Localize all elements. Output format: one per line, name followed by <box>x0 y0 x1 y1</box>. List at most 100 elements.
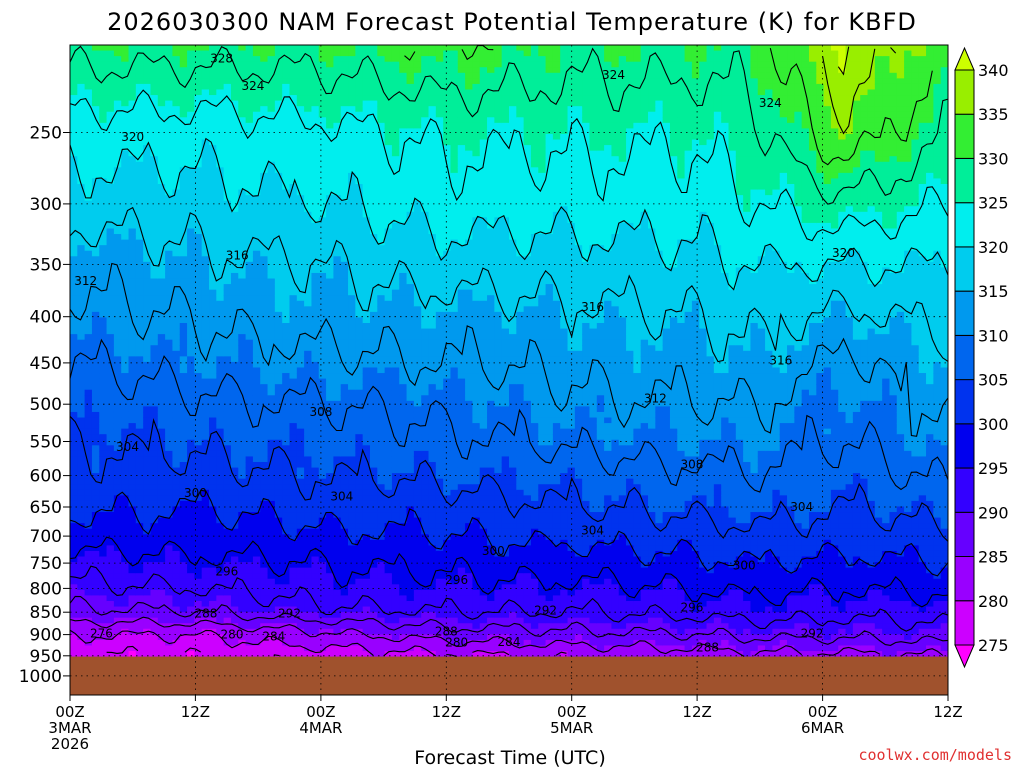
heatmap-cell <box>311 106 320 113</box>
heatmap-cell <box>99 117 108 124</box>
heatmap-cell <box>121 334 130 341</box>
heatmap-cell <box>362 217 371 224</box>
heatmap-cell <box>113 584 122 591</box>
heatmap-cell <box>238 239 247 246</box>
heatmap-cell <box>340 161 349 168</box>
heatmap-cell <box>91 378 100 385</box>
heatmap-cell <box>355 595 364 602</box>
heatmap-cell <box>179 578 188 585</box>
heatmap-cell <box>91 495 100 502</box>
heatmap-cell <box>304 228 313 235</box>
heatmap-cell <box>209 395 217 402</box>
heatmap-cell <box>99 389 108 396</box>
heatmap-cell <box>311 239 320 246</box>
heatmap-cell <box>165 128 174 135</box>
heatmap-cell <box>260 339 269 346</box>
heatmap-cell <box>194 278 203 285</box>
heatmap-cell <box>135 95 144 102</box>
heatmap-cell <box>384 356 393 363</box>
heatmap-cell <box>318 133 327 141</box>
heatmap-cell <box>121 395 130 402</box>
heatmap-cell <box>355 106 364 113</box>
heatmap-cell <box>318 245 327 252</box>
heatmap-cell <box>143 100 152 107</box>
heatmap-cell <box>318 567 327 574</box>
heatmap-cell <box>311 161 320 168</box>
heatmap-cell <box>121 428 130 435</box>
heatmap-cell <box>296 428 305 435</box>
heatmap-cell <box>355 317 364 324</box>
heatmap-cell <box>84 495 93 502</box>
heatmap-cell <box>274 500 283 508</box>
heatmap-cell <box>384 172 393 180</box>
heatmap-cell <box>187 651 195 658</box>
heatmap-cell <box>348 556 356 563</box>
heatmap-cell <box>172 328 181 335</box>
heatmap-cell <box>274 172 283 180</box>
heatmap-cell <box>165 133 174 141</box>
heatmap-cell <box>260 122 269 129</box>
heatmap-cell <box>326 133 334 141</box>
heatmap-cell <box>245 512 254 519</box>
heatmap-cell <box>369 506 378 513</box>
heatmap-cell <box>391 384 400 391</box>
heatmap-cell <box>318 61 327 68</box>
heatmap-cell <box>304 528 313 535</box>
heatmap-cell <box>245 184 254 191</box>
heatmap-cell <box>157 289 166 296</box>
heatmap-cell <box>252 306 261 313</box>
heatmap-cell <box>99 272 108 280</box>
heatmap-cell <box>150 550 159 558</box>
heatmap-cell <box>91 373 100 380</box>
heatmap-cell <box>230 150 239 157</box>
heatmap-cell <box>296 184 305 191</box>
heatmap-cell <box>252 550 261 558</box>
heatmap-cell <box>296 439 305 446</box>
heatmap-cell <box>340 167 349 174</box>
heatmap-cell <box>143 284 152 291</box>
heatmap-cell <box>230 406 239 413</box>
heatmap-cell <box>77 411 86 419</box>
heatmap-cell <box>318 645 327 652</box>
heatmap-cell <box>252 222 261 230</box>
heatmap-cell <box>201 423 210 430</box>
heatmap-cell <box>135 545 144 552</box>
heatmap-cell <box>311 445 320 452</box>
heatmap-cell <box>260 184 269 191</box>
heatmap-cell <box>187 56 195 63</box>
heatmap-cell <box>209 334 217 341</box>
heatmap-cell <box>282 384 291 391</box>
heatmap-cell <box>150 406 159 413</box>
heatmap-cell <box>70 373 78 380</box>
heatmap-cell <box>99 367 108 374</box>
heatmap-cell <box>99 484 108 491</box>
heatmap-cell <box>252 284 261 291</box>
heatmap-cell <box>106 428 115 435</box>
heatmap-cell <box>267 184 276 191</box>
heatmap-cell <box>304 478 313 485</box>
heatmap-cell <box>157 556 166 563</box>
heatmap-cell <box>84 156 93 163</box>
heatmap-cell <box>150 567 159 574</box>
heatmap-cell <box>274 267 283 274</box>
heatmap-cell <box>77 234 86 241</box>
heatmap-cell <box>157 295 166 302</box>
heatmap-cell <box>150 217 159 224</box>
heatmap-cell <box>99 211 108 218</box>
heatmap-cell <box>209 167 217 174</box>
heatmap-cell <box>143 417 152 424</box>
heatmap-cell <box>399 50 408 57</box>
heatmap-cell <box>128 245 137 252</box>
heatmap-cell <box>128 534 137 541</box>
heatmap-cell <box>377 456 386 463</box>
heatmap-cell <box>252 145 261 152</box>
heatmap-cell <box>157 278 166 285</box>
heatmap-cell <box>340 306 349 313</box>
heatmap-cell <box>377 178 386 185</box>
heatmap-cell <box>143 261 152 268</box>
heatmap-cell <box>340 495 349 502</box>
heatmap-cell <box>252 634 261 641</box>
heatmap-cell <box>282 45 291 52</box>
heatmap-cell <box>99 217 108 224</box>
